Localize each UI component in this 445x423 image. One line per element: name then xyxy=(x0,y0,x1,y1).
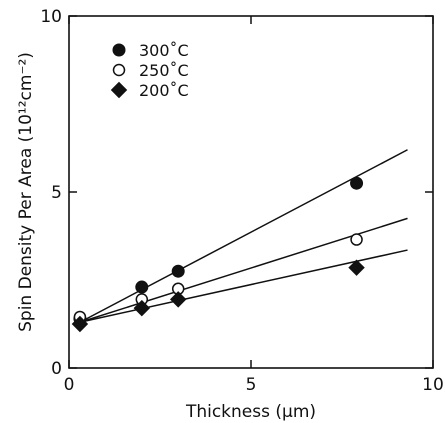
fit-line-series-2 xyxy=(79,249,408,323)
x-axis-label: Thickness (μm) xyxy=(185,402,316,422)
legend-marker-0 xyxy=(112,43,126,57)
legend-marker-2 xyxy=(110,81,128,99)
y-tick-label: 10 xyxy=(40,7,62,27)
legend-marker-1 xyxy=(112,63,126,77)
data-point-series-0 xyxy=(171,264,185,278)
data-point-series-2 xyxy=(348,259,365,276)
legend-label-0: 300˚C xyxy=(139,41,189,60)
y-axis-label: Spin Density Per Area (10¹²cm⁻²) xyxy=(16,52,36,332)
data-point-series-2 xyxy=(169,291,187,308)
data-point-series-0 xyxy=(350,176,364,190)
data-markers xyxy=(71,176,365,333)
data-point-series-1 xyxy=(350,233,363,246)
y-tick-label: 5 xyxy=(51,183,62,203)
y-tick-label: 0 xyxy=(51,359,62,379)
x-tick-label: 10 xyxy=(422,375,444,395)
data-point-series-2 xyxy=(71,315,89,333)
data-point-series-0 xyxy=(135,280,149,294)
x-tick-label: 0 xyxy=(64,375,75,395)
x-tick-label: 5 xyxy=(246,375,257,395)
axis-ticks: 0 5 10 0 5 10 xyxy=(40,7,443,395)
data-point-series-2 xyxy=(133,299,151,317)
legend-label-2: 200˚C xyxy=(139,81,189,100)
legend-label-1: 250˚C xyxy=(139,61,189,80)
